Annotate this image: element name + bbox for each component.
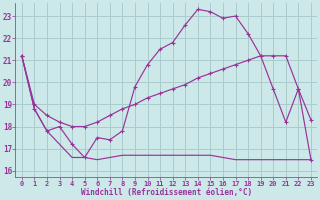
X-axis label: Windchill (Refroidissement éolien,°C): Windchill (Refroidissement éolien,°C) bbox=[81, 188, 252, 197]
